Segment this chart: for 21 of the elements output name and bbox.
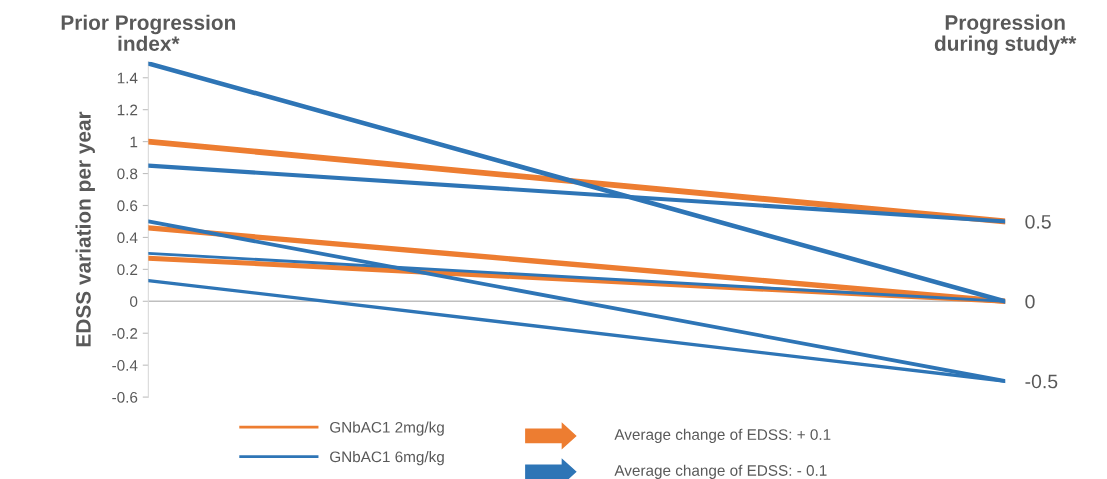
y-axis-title: EDSS variation per year xyxy=(75,111,95,347)
y-tick-label: 1.4 xyxy=(117,72,138,84)
y2-tick-label: 0.5 xyxy=(1025,214,1051,229)
x-tick-label: Prior Progression index* xyxy=(61,14,236,51)
y-tick-label: -0.4 xyxy=(112,360,138,371)
text: Average change of EDSS: - 0.1 xyxy=(614,464,827,479)
y2-tick-label: -0.5 xyxy=(1025,374,1058,389)
y-tick-label: -0.6 xyxy=(112,391,138,403)
y-tick-label: 1 xyxy=(130,136,138,148)
y-tick-label: 0.6 xyxy=(117,200,138,212)
x-tick-label: Progression during study** xyxy=(934,14,1077,56)
text: Average change of EDSS: + 0.1 xyxy=(614,428,831,444)
y-tick-label: 0 xyxy=(130,296,138,307)
y-tick-label: 1.2 xyxy=(117,104,138,116)
y-tick-label: 0.4 xyxy=(117,232,138,244)
y-tick-label: 0.8 xyxy=(117,168,138,180)
legend-label: GNbAC1 6mg/kg xyxy=(330,451,444,466)
legend-label: GNbAC1 2mg/kg xyxy=(330,421,444,436)
y-tick-label: -0.2 xyxy=(112,328,138,339)
y2-tick-label: 0 xyxy=(1025,294,1035,309)
y-tick-label: 0.2 xyxy=(117,264,138,276)
